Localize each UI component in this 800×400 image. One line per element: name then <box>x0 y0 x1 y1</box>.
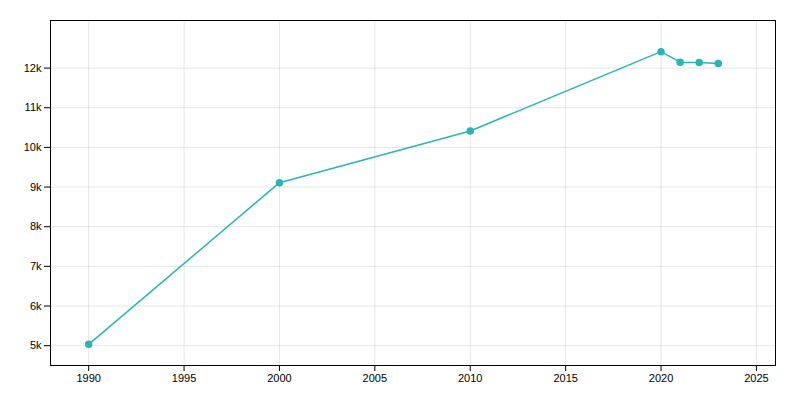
svg-text:2005: 2005 <box>363 372 387 384</box>
svg-text:1990: 1990 <box>76 372 100 384</box>
svg-text:11k: 11k <box>25 101 42 113</box>
svg-text:2010: 2010 <box>458 372 482 384</box>
svg-text:7k: 7k <box>30 260 42 272</box>
svg-text:2020: 2020 <box>649 372 673 384</box>
svg-text:2025: 2025 <box>744 372 768 384</box>
svg-text:6k: 6k <box>30 300 42 312</box>
svg-text:10k: 10k <box>24 141 42 153</box>
svg-text:8k: 8k <box>30 220 42 232</box>
svg-text:12k: 12k <box>24 62 42 74</box>
svg-text:2000: 2000 <box>267 372 291 384</box>
svg-text:2015: 2015 <box>553 372 577 384</box>
svg-text:5k: 5k <box>30 339 42 351</box>
svg-text:1995: 1995 <box>172 372 196 384</box>
svg-text:9k: 9k <box>30 181 42 193</box>
